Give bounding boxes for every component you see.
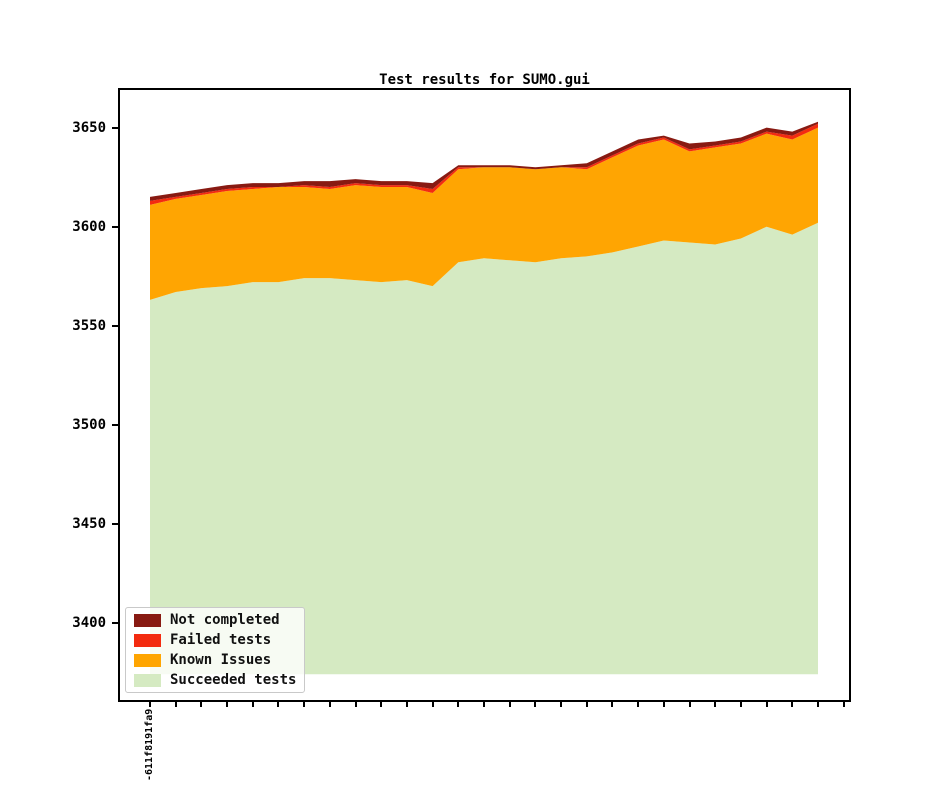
- x-tick-mark: [585, 702, 588, 707]
- x-tick-mark: [483, 702, 485, 707]
- x-tick-mark: [174, 702, 177, 707]
- x-tick-mark: [354, 702, 357, 707]
- stacked-area-chart: [150, 121, 818, 675]
- x-tick-mark: [688, 702, 691, 707]
- legend-item-succeeded-tests: Succeeded tests: [126, 670, 304, 690]
- y-tick-mark: [112, 225, 118, 228]
- x-tick-mark: [303, 702, 306, 707]
- y-tick-mark: [112, 324, 118, 327]
- y-tick-label-3450: 3450: [72, 515, 106, 532]
- x-tick-mark: [277, 702, 280, 707]
- x-tick-mark: [508, 702, 511, 707]
- legend-swatch-succeeded-tests: [134, 673, 161, 687]
- y-tick-label-3600: 3600: [72, 218, 106, 235]
- y-tick-mark: [112, 522, 118, 525]
- x-tick-mark: [791, 702, 794, 707]
- x-tick-mark: [405, 702, 408, 707]
- x-tick-mark: [714, 702, 717, 707]
- x-tick-mark: [457, 702, 460, 707]
- x-tick-mark: [560, 702, 563, 707]
- x-tick-mark: [251, 702, 254, 707]
- x-tick-mark: [226, 702, 229, 707]
- legend-label-known-issues: Known Issues: [170, 652, 272, 668]
- legend-label-failed-tests: Failed tests: [170, 632, 272, 648]
- legend-item-not-completed: Not completed: [126, 610, 304, 630]
- area-not-completed: [150, 121, 818, 201]
- legend: Not completed Failed tests Known Issues …: [125, 607, 305, 693]
- legend-swatch-known-issues: [134, 653, 161, 667]
- x-tick-mark: [328, 702, 331, 707]
- legend-swatch-not-completed: [134, 613, 161, 627]
- x-tick-mark: [662, 702, 665, 707]
- x-tick-mark: [637, 702, 640, 707]
- y-tick-mark: [112, 423, 118, 426]
- x-tick-mark: [817, 702, 819, 707]
- legend-label-not-completed: Not completed: [170, 612, 280, 628]
- x-tick-mark: [611, 702, 614, 707]
- x-first-tick-label: -611f8191fa9: [144, 708, 155, 781]
- legend-swatch-failed-tests: [134, 633, 161, 647]
- legend-item-known-issues: Known Issues: [126, 650, 304, 670]
- y-tick-mark: [112, 621, 118, 624]
- area-succeeded-tests: [150, 222, 818, 675]
- y-tick-label-3500: 3500: [72, 416, 106, 433]
- y-tick-label-3650: 3650: [72, 119, 106, 136]
- x-tick-mark: [765, 702, 768, 707]
- x-tick-mark: [842, 702, 845, 707]
- y-tick-label-3400: 3400: [72, 614, 106, 631]
- x-tick-mark: [739, 702, 742, 707]
- area-known-issues: [150, 127, 818, 300]
- x-tick-mark: [149, 702, 151, 707]
- y-tick-label-3550: 3550: [72, 317, 106, 334]
- x-tick-mark: [431, 702, 434, 707]
- legend-item-failed-tests: Failed tests: [126, 630, 304, 650]
- x-tick-mark: [200, 702, 203, 707]
- x-tick-mark: [380, 702, 383, 707]
- x-tick-mark: [534, 702, 537, 707]
- chart-title: Test results for SUMO.gui: [379, 72, 590, 88]
- y-tick-mark: [112, 126, 118, 129]
- legend-label-succeeded-tests: Succeeded tests: [170, 672, 297, 688]
